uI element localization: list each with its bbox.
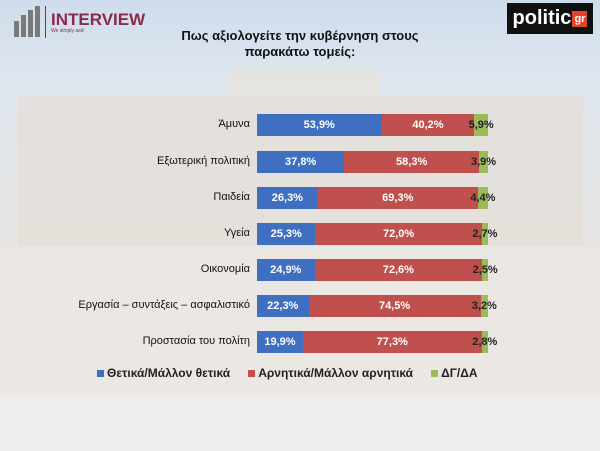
data-label: 2,7% [472, 228, 498, 240]
data-label: 22,3% [267, 300, 299, 312]
bar-segment [344, 151, 479, 173]
brand-tagline: We simply ask! [51, 27, 85, 34]
bar-segment [317, 187, 478, 209]
background-photo-roof [230, 70, 380, 100]
category-label: Εργασία – συντάξεις – ασφαλιστικό [78, 299, 250, 311]
data-label: 19,9% [264, 336, 296, 348]
category-label: Παιδεία [213, 191, 250, 203]
background-photo-foreground [0, 395, 600, 451]
bar-segment [477, 187, 488, 209]
legend-item-dk: ΔΓ/ΔΑ [431, 366, 478, 380]
bar-segment [308, 295, 481, 317]
legend-label: Θετικά/Μάλλον θετικά [107, 366, 231, 380]
chart-title: Πως αξιολογείτε την κυβέρνηση στους παρα… [181, 28, 419, 59]
legend-item-positive: Θετικά/Μάλλον θετικά [97, 366, 230, 380]
data-label: 4,4% [470, 192, 496, 204]
legend-swatch [431, 370, 439, 377]
bar-segment [257, 223, 316, 245]
bar-segment [481, 223, 488, 245]
data-label: 72,6% [382, 264, 414, 276]
bar-segment [257, 114, 382, 136]
bar-segment [480, 295, 488, 317]
data-label: 24,9% [270, 264, 302, 276]
logo-bars-icon [14, 6, 40, 37]
data-label: 58,3% [396, 156, 428, 168]
data-label: 5,9% [468, 119, 494, 131]
category-label: Εξωτερική πολιτική [156, 155, 250, 167]
legend-label: ΔΓ/ΔΑ [441, 366, 478, 380]
category-label: Άμυνα [218, 118, 250, 130]
legend-swatch [248, 370, 256, 377]
data-label: 3,9% [470, 156, 497, 168]
bar-segment [257, 295, 309, 317]
bar-segment [257, 259, 315, 281]
interview-logo: INTERVIEW We simply ask! [14, 6, 145, 38]
bar-segment [315, 223, 482, 245]
bar-segment [482, 259, 488, 281]
legend-swatch [97, 370, 104, 377]
legend: Θετικά/Μάλλον θετικά Αρνητικά/Μάλλον αρν… [97, 366, 478, 380]
bar-segment [257, 151, 345, 173]
bar-segment [381, 114, 475, 136]
politic-logo: politic gr [507, 3, 593, 34]
bar-segment [257, 187, 318, 209]
bar-segment [302, 331, 482, 353]
category-label: Οικονομία [200, 263, 250, 275]
data-label: 37,8% [285, 156, 317, 168]
data-label: 26,3% [271, 192, 303, 204]
data-label: 69,3% [382, 192, 414, 204]
legend-item-negative: Αρνητικά/Μάλλον αρνητικά [248, 366, 413, 380]
bar-segment [478, 151, 488, 173]
data-label: 25,3% [270, 228, 302, 240]
politic-logo-suffix: gr [572, 10, 588, 27]
bar-segment [314, 259, 483, 281]
data-label: 3,2% [471, 300, 497, 312]
category-label: Υγεία [223, 227, 250, 239]
politic-logo-text: politic [512, 7, 572, 29]
data-label: 53,9% [303, 119, 335, 131]
data-label: 74,5% [378, 300, 411, 312]
data-label: 2,8% [472, 336, 498, 348]
legend-label: Αρνητικά/Μάλλον αρνητικά [258, 366, 414, 380]
bar-segment [257, 331, 303, 353]
bar-segment [481, 331, 488, 353]
brand-name: INTERVIEW [51, 9, 146, 29]
category-label: Προστασία του πολίτη [142, 335, 250, 347]
data-label: 77,3% [376, 336, 408, 348]
bar-segment [474, 114, 488, 136]
data-label: 2,5% [472, 264, 498, 276]
data-label: 72,0% [382, 228, 415, 240]
data-label: 40,2% [412, 119, 444, 131]
